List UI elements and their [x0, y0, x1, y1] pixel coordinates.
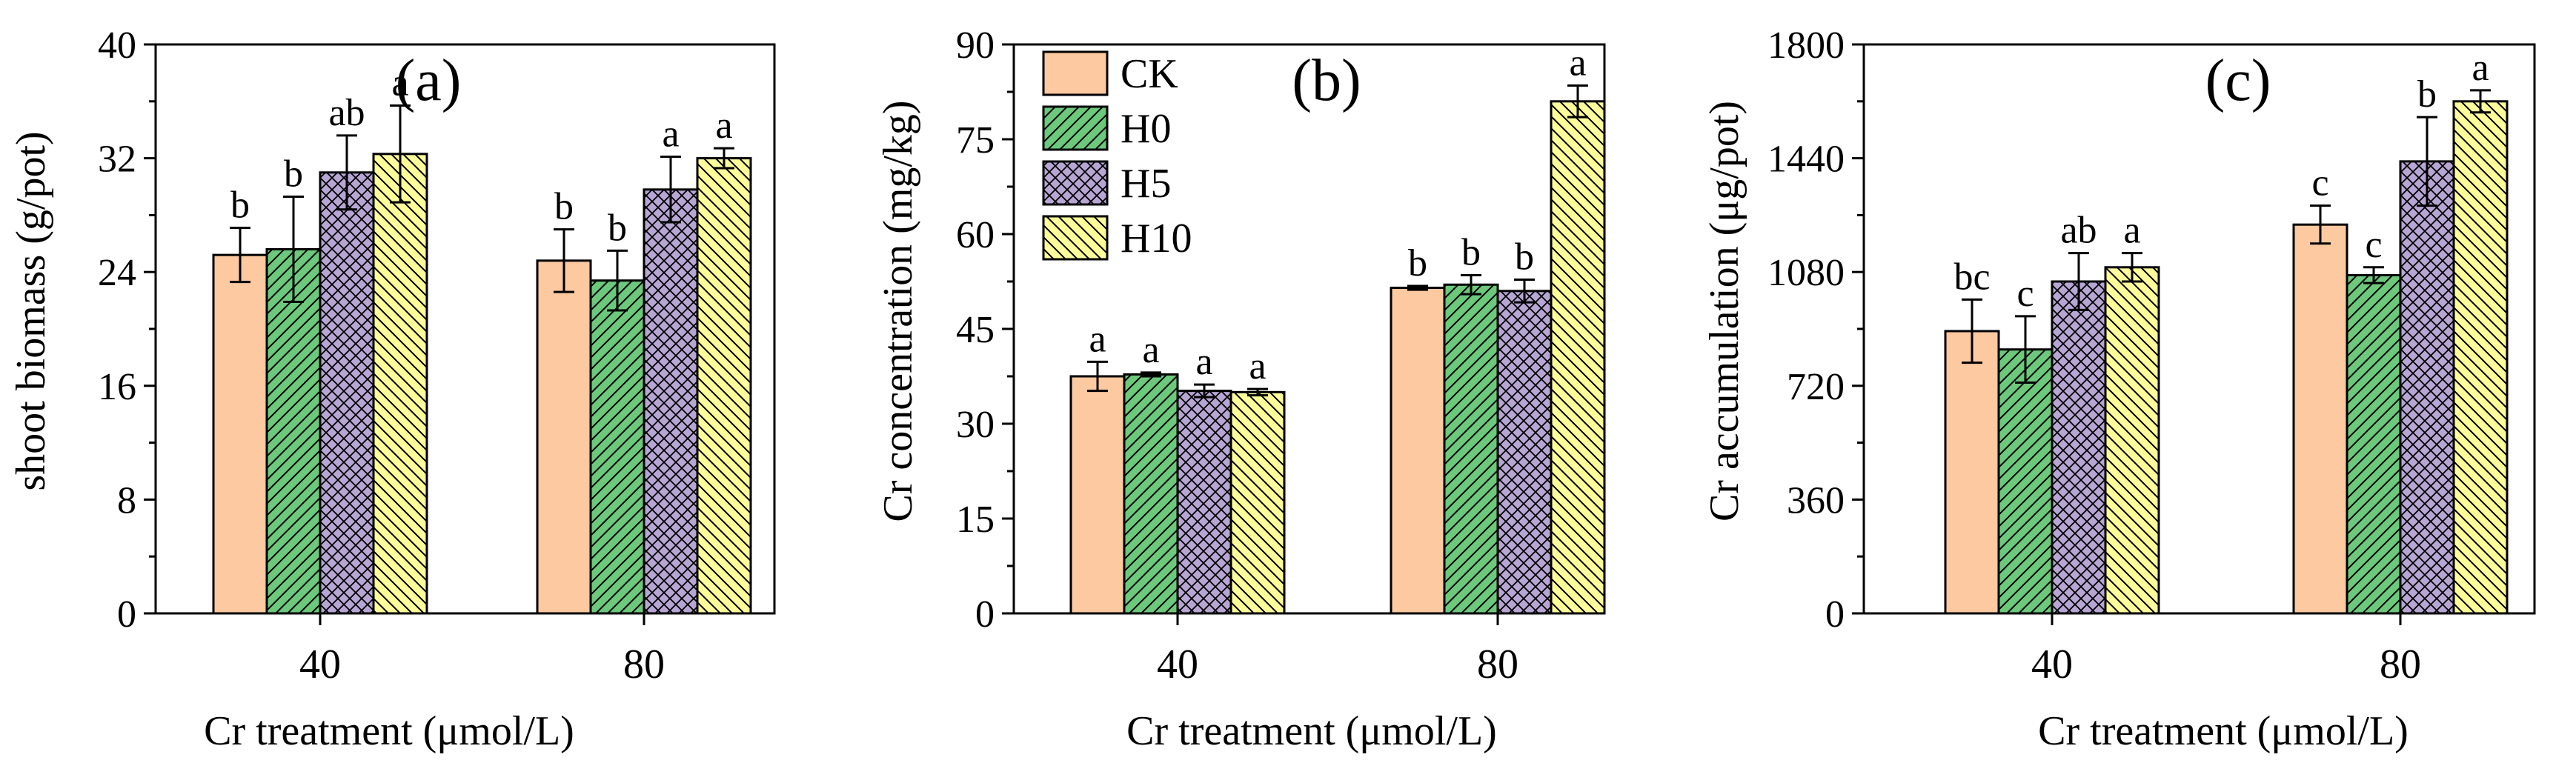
panel-a-ylabel: shoot biomass (g/pot) [8, 131, 54, 490]
panel-b-ytick-label-75: 75 [956, 119, 995, 161]
legend-swatch-h0 [1042, 105, 1109, 151]
panel-b-ylabel: Cr concentration (mg/kg) [875, 100, 921, 522]
panel-a-ytick-label-16: 16 [98, 366, 136, 408]
panel-a-bar-ck-40 [212, 253, 268, 615]
panel-b-bar-ck-80 [1390, 287, 1446, 615]
panel-b-bar-h0-40 [1123, 373, 1179, 615]
panel-a-ytick-label-0: 0 [117, 593, 136, 636]
panel-c-bar-ck-40 [1944, 330, 2000, 615]
panel-b-bar-h10-40 [1229, 390, 1286, 615]
panel-b-label: (b) [1292, 48, 1361, 113]
legend-swatch-ck [1042, 50, 1109, 96]
panel-c-sig-letter-h5-40: ab [2060, 210, 2097, 252]
panel-c-ytick-label-1080: 1080 [1767, 252, 1845, 294]
panel-b-xtick-label-40: 40 [1157, 642, 1198, 687]
panel-a-sig-letter-h10-40: a [391, 62, 408, 104]
panel-c-ytick-label-0: 0 [1825, 593, 1845, 636]
panel-c-bar-ck-80 [2292, 223, 2348, 615]
panel-c-bar-h10-80 [2452, 100, 2509, 615]
panel-c-sig-letter-h10-40: a [2123, 210, 2140, 252]
panel-b-ytick-label-15: 15 [956, 499, 995, 541]
panel-b-bar-h10-80 [1550, 100, 1606, 615]
legend-label-h10: H10 [1121, 216, 1192, 261]
panel-b-sig-letter-ck-80: b [1408, 242, 1427, 284]
panel-b-xlabel: Cr treatment (μmol/L) [1126, 708, 1497, 754]
panel-a-bar-h0-80 [589, 279, 645, 615]
panel-b-bar-h0-80 [1443, 283, 1499, 615]
legend-label-h5: H5 [1121, 161, 1171, 207]
panel-c-xtick-label-80: 80 [2380, 642, 2421, 687]
panel-b-ytick-label-60: 60 [956, 214, 995, 256]
panel-c-xtick-label-40: 40 [2031, 642, 2073, 687]
panel-a-bar-h5-80 [643, 188, 699, 615]
panel-b-bar-h5-40 [1176, 390, 1232, 615]
panel-a-ytick-label-24: 24 [98, 252, 136, 294]
panel-a-sig-letter-ck-40: b [230, 184, 250, 227]
legend-swatch-h10 [1042, 215, 1109, 261]
panel-a-xlabel: Cr treatment (μmol/L) [204, 708, 574, 754]
panel-a-sig-letter-h10-80: a [715, 104, 732, 147]
panel-a-ytick-label-40: 40 [98, 24, 136, 67]
panel-a-sig-letter-h0-40: b [284, 153, 303, 195]
panel-a-bar-ck-80 [536, 259, 592, 615]
panel-a-bar-h10-40 [372, 153, 428, 615]
panel-c-xlabel: Cr treatment (μmol/L) [2038, 708, 2409, 754]
panel-b-ytick-label-45: 45 [956, 309, 995, 351]
panel-a-label: (a) [396, 48, 462, 113]
legend-swatch-h5 [1042, 160, 1109, 206]
panel-b-sig-letter-h0-40: a [1142, 329, 1159, 371]
panel-c-bar-h0-80 [2346, 273, 2402, 615]
panel-b-sig-letter-h0-80: b [1461, 231, 1481, 273]
panel-c-ytick-label-1800: 1800 [1767, 24, 1845, 67]
panel-c-sig-letter-ck-80: c [2311, 162, 2328, 204]
panel-a-sig-letter-ck-80: b [554, 186, 574, 228]
panel-b-ytick-label-90: 90 [956, 24, 995, 67]
panel-b-bar-ck-40 [1069, 375, 1126, 615]
panel-b-ytick-label-0: 0 [975, 593, 995, 636]
panel-c-sig-letter-h0-80: c [2365, 224, 2382, 266]
legend: CK H0 H5 H10 [1042, 50, 1192, 261]
panel-a-xtick-label-80: 80 [623, 642, 665, 687]
panel-a-bar-h0-40 [265, 247, 322, 615]
panel-c-bar-h5-40 [2051, 280, 2107, 615]
panel-c-sig-letter-h10-80: a [2472, 47, 2489, 89]
panel-a-ytick-label-32: 32 [98, 139, 136, 181]
panel-a-bar-h5-40 [319, 171, 375, 615]
panel-b-bar-h5-80 [1496, 290, 1553, 615]
panel-b-xtick-label-80: 80 [1477, 642, 1518, 687]
legend-label-h0: H0 [1121, 106, 1171, 152]
panel-b-sig-letter-ck-40: a [1089, 318, 1106, 360]
panel-b-sig-letter-h5-80: b [1515, 236, 1534, 278]
panel-c-bar-h0-40 [1997, 348, 2054, 615]
panel-c-bar-h10-40 [2104, 266, 2160, 615]
panel-a-sig-letter-h5-40: ab [328, 92, 365, 134]
panel-a-ytick-label-8: 8 [117, 479, 136, 522]
panel-c-bar-h5-80 [2399, 160, 2455, 615]
panel-a-sig-letter-h0-80: b [608, 207, 627, 249]
panel-b-sig-letter-h10-40: a [1249, 345, 1266, 387]
panel-a-sig-letter-h5-80: a [662, 113, 679, 156]
panel-c-sig-letter-h0-40: c [2016, 273, 2034, 315]
legend-label-ck: CK [1121, 51, 1178, 97]
panel-a-xtick-label-40: 40 [299, 642, 341, 687]
panel-c-ytick-label-360: 360 [1787, 479, 1845, 522]
panel-c-sig-letter-h5-80: b [2417, 73, 2437, 116]
panel-a-bar-h10-80 [696, 157, 752, 615]
panel-c-ytick-label-1440: 1440 [1767, 139, 1845, 181]
panel-c-ytick-label-720: 720 [1787, 366, 1845, 408]
panel-c-sig-letter-ck-40: bc [1953, 256, 1990, 298]
panel-b-sig-letter-h5-40: a [1195, 341, 1212, 383]
panel-b-ytick-label-30: 30 [956, 404, 995, 446]
panel-c-label: (c) [2205, 48, 2271, 113]
panel-b-sig-letter-h10-80: a [1569, 41, 1586, 84]
panel-c-ylabel: Cr accumulation (μg/pot) [1702, 101, 1747, 522]
